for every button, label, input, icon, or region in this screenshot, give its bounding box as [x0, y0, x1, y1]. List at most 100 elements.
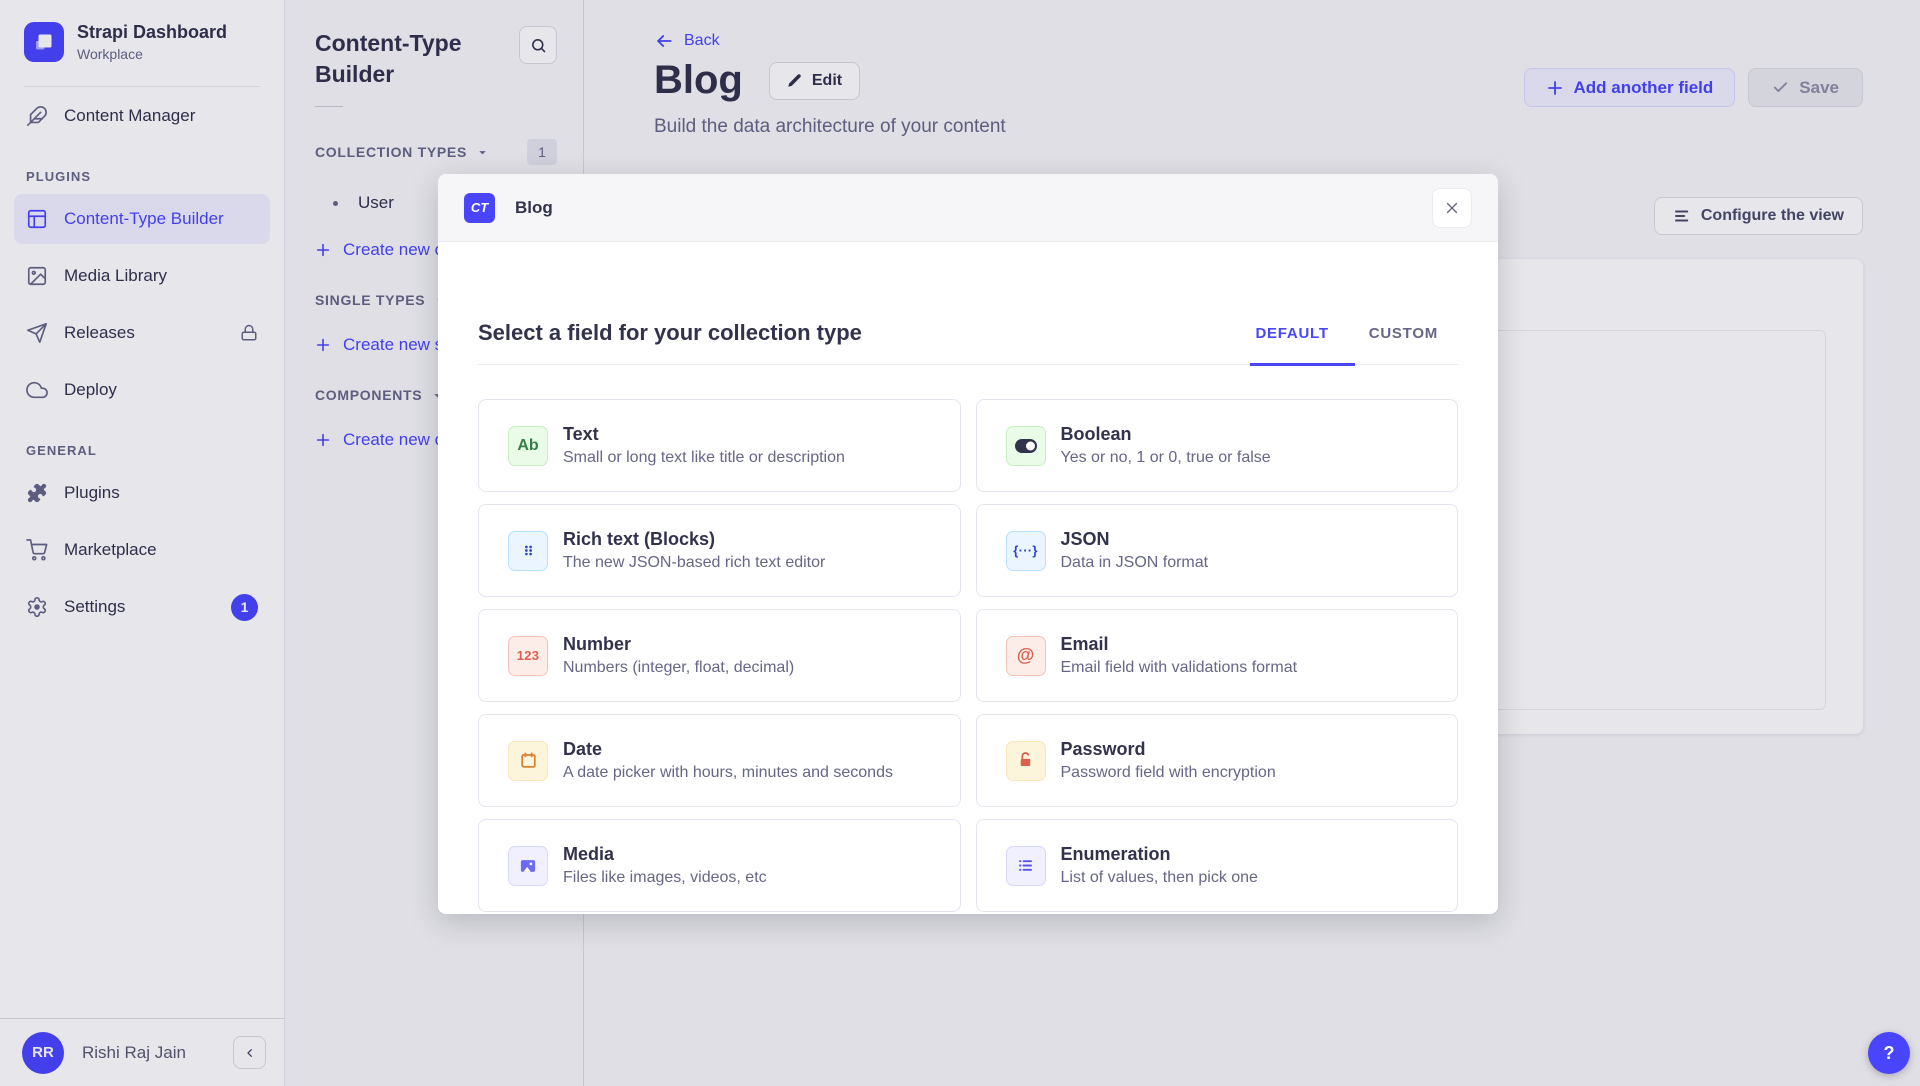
field-card-enumeration[interactable]: Enumeration List of values, then pick on…: [975, 819, 1458, 912]
add-another-field-button[interactable]: Add another field: [1523, 68, 1736, 107]
save-button-label: Save: [1799, 77, 1839, 97]
cart-icon: [26, 539, 48, 561]
search-icon: [530, 37, 547, 54]
puzzle-icon: [26, 482, 48, 504]
field-title: Password: [1060, 739, 1146, 759]
back-link[interactable]: Back: [654, 31, 720, 51]
sidebar-item-settings[interactable]: Settings 1: [14, 582, 270, 632]
field-desc: Password field with encryption: [1060, 764, 1276, 781]
calendar-icon: [508, 740, 548, 781]
lock-open-icon: [1005, 740, 1046, 781]
filter-lines-icon: [1673, 207, 1691, 225]
subnav-divider: [315, 106, 343, 108]
field-desc: List of values, then pick one: [1060, 869, 1258, 886]
field-title: Date: [563, 739, 603, 759]
avatar[interactable]: RR: [22, 1031, 64, 1074]
pencil-icon: [787, 73, 802, 88]
active-tab-underline: [1250, 363, 1355, 366]
field-desc: Small or long text like title or descrip…: [563, 449, 845, 466]
add-another-field-label: Add another field: [1573, 77, 1714, 97]
strapi-logo-icon: [36, 34, 52, 50]
field-card-media[interactable]: Media Files like images, videos, etc: [478, 819, 961, 912]
field-card-email[interactable]: @ Email Email field with validations for…: [975, 609, 1458, 702]
layout-grid-icon: [26, 208, 48, 230]
plus-icon: [315, 432, 331, 448]
text-ab-icon: Ab: [508, 425, 548, 466]
collection-types-header[interactable]: COLLECTION TYPES 1: [315, 139, 557, 166]
page-title: Blog: [654, 58, 743, 102]
field-title: Enumeration: [1060, 844, 1171, 864]
sidebar-item-content-manager[interactable]: Content Manager: [14, 91, 270, 141]
field-desc: Files like images, videos, etc: [563, 869, 767, 886]
sidebar: Strapi Dashboard Workplace Content Manag…: [0, 0, 285, 1086]
tab-custom[interactable]: CUSTOM: [1368, 324, 1438, 342]
brand-title: Strapi Dashboard: [77, 22, 228, 43]
modal-type-name: Blog: [515, 197, 553, 217]
chevron-down-icon: [477, 147, 488, 158]
at-sign-icon: @: [1005, 635, 1046, 676]
field-card-rich-text-blocks[interactable]: Rich text (Blocks) The new JSON-based ri…: [478, 504, 961, 597]
field-tabs: DEFAULT CUSTOM: [1255, 325, 1438, 342]
sidebar-item-label: Settings: [64, 597, 126, 616]
modal-header: CT Blog: [438, 174, 1498, 242]
sidebar-item-content-type-builder[interactable]: Content-Type Builder: [14, 194, 270, 244]
search-button[interactable]: [519, 26, 557, 64]
modal-close-button[interactable]: [1432, 187, 1472, 228]
header-actions: Add another field Save: [1523, 68, 1863, 107]
field-card-date[interactable]: Date A date picker with hours, minutes a…: [478, 714, 961, 807]
modal-title: Select a field for your collection type: [478, 320, 862, 345]
field-card-number[interactable]: 123 Number Numbers (integer, float, deci…: [478, 609, 961, 702]
sidebar-item-label: Plugins: [64, 483, 120, 502]
sidebar-item-marketplace[interactable]: Marketplace: [14, 525, 270, 575]
check-icon: [1772, 79, 1789, 96]
strapi-logo: [24, 22, 64, 62]
arrow-left-icon: [654, 31, 674, 51]
field-desc: Yes or no, 1 or 0, true or false: [1060, 449, 1271, 466]
collection-type-label: User: [358, 193, 394, 213]
plus-icon: [1546, 79, 1564, 97]
workspace-switcher[interactable]: Strapi Dashboard Workplace: [0, 0, 284, 86]
sidebar-divider: [24, 86, 260, 87]
bullet-icon: [333, 200, 338, 206]
modal-titlebar: Select a field for your collection type …: [478, 320, 1458, 366]
edit-button-label: Edit: [811, 71, 843, 89]
field-desc: Numbers (integer, float, decimal): [563, 659, 795, 676]
field-desc: Data in JSON format: [1060, 554, 1209, 571]
sidebar-item-deploy[interactable]: Deploy: [14, 365, 270, 415]
sidebar-item-media-library[interactable]: Media Library: [14, 251, 270, 301]
field-card-text[interactable]: Ab Text Small or long text like title or…: [478, 399, 961, 492]
page-subtitle: Build the data architecture of your cont…: [654, 116, 1006, 137]
blocks-dots-icon: [508, 530, 548, 571]
collection-type-item-user[interactable]: User: [315, 193, 557, 213]
sidebar-item-releases[interactable]: Releases: [14, 308, 270, 358]
brand-subtitle: Workplace: [77, 45, 143, 62]
field-card-password[interactable]: Password Password field with encryption: [975, 714, 1458, 807]
field-type-grid: Ab Text Small or long text like title or…: [478, 399, 1458, 912]
chevron-left-icon: [242, 1045, 258, 1061]
user-name: Rishi Raj Jain: [82, 1042, 186, 1062]
field-desc: The new JSON-based rich text editor: [563, 554, 826, 571]
field-title: Number: [563, 634, 632, 654]
subnav-title: Content-Type Builder: [315, 30, 462, 88]
collapse-sidebar-button[interactable]: [233, 1036, 266, 1069]
content-type-badge: CT: [464, 192, 495, 223]
sidebar-item-label: Deploy: [64, 380, 117, 399]
cloud-icon: [26, 379, 48, 401]
field-card-json[interactable]: {···} JSON Data in JSON format: [975, 504, 1458, 597]
single-types-label: SINGLE TYPES: [315, 292, 426, 309]
gear-icon: [26, 596, 48, 618]
field-card-boolean[interactable]: Boolean Yes or no, 1 or 0, true or false: [975, 399, 1458, 492]
help-button[interactable]: ?: [1868, 1032, 1910, 1074]
configure-the-view-button[interactable]: Configure the view: [1653, 197, 1863, 235]
settings-notification-badge: 1: [231, 593, 258, 621]
sidebar-item-label: Releases: [64, 323, 135, 342]
field-title: Boolean: [1060, 424, 1132, 444]
collection-types-label: COLLECTION TYPES: [315, 144, 467, 161]
sidebar-item-plugins[interactable]: Plugins: [14, 468, 270, 518]
page-title-row: Blog Edit: [654, 58, 861, 103]
edit-button[interactable]: Edit: [768, 61, 861, 100]
field-desc: A date picker with hours, minutes and se…: [563, 764, 893, 781]
lock-icon: [240, 324, 258, 342]
tab-default[interactable]: DEFAULT: [1255, 324, 1329, 342]
save-button[interactable]: Save: [1748, 68, 1863, 107]
